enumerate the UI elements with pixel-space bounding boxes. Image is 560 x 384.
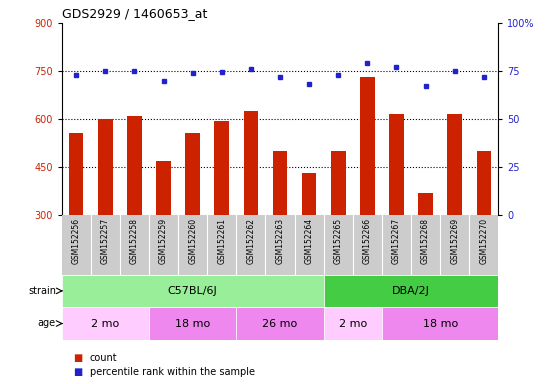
Text: GSM152266: GSM152266	[363, 218, 372, 264]
Text: C57BL/6J: C57BL/6J	[168, 286, 217, 296]
Text: GSM152265: GSM152265	[334, 218, 343, 264]
Text: count: count	[90, 353, 117, 363]
Text: 26 mo: 26 mo	[263, 318, 297, 329]
Bar	[62, 307, 149, 340]
Bar	[302, 174, 316, 215]
Text: strain: strain	[28, 286, 56, 296]
Text: percentile rank within the sample: percentile rank within the sample	[90, 367, 255, 377]
Bar	[273, 151, 287, 215]
Bar	[214, 121, 229, 215]
Text: GSM152259: GSM152259	[159, 218, 168, 264]
Bar	[418, 193, 433, 215]
Text: 18 mo: 18 mo	[175, 318, 210, 329]
Bar	[69, 134, 83, 215]
Bar	[324, 275, 498, 307]
Text: GSM152256: GSM152256	[72, 218, 81, 264]
Text: 2 mo: 2 mo	[339, 318, 367, 329]
Bar	[360, 78, 375, 215]
Text: GSM152270: GSM152270	[479, 218, 488, 264]
Bar	[447, 114, 462, 215]
Text: GSM152268: GSM152268	[421, 218, 430, 264]
Text: GDS2929 / 1460653_at: GDS2929 / 1460653_at	[62, 7, 207, 20]
Text: GSM152257: GSM152257	[101, 218, 110, 264]
Bar	[477, 151, 491, 215]
Text: DBA/2J: DBA/2J	[392, 286, 430, 296]
Bar	[149, 307, 236, 340]
Bar	[382, 307, 498, 340]
Text: GSM152267: GSM152267	[392, 218, 401, 264]
Bar	[331, 151, 346, 215]
Text: ■: ■	[73, 367, 82, 377]
Text: GSM152258: GSM152258	[130, 218, 139, 264]
Bar	[98, 119, 113, 215]
Bar	[127, 116, 142, 215]
Text: GSM152262: GSM152262	[246, 218, 255, 264]
Bar	[62, 275, 324, 307]
Text: GSM152261: GSM152261	[217, 218, 226, 264]
Text: GSM152263: GSM152263	[276, 218, 284, 264]
Text: GSM152260: GSM152260	[188, 218, 197, 264]
Text: 18 mo: 18 mo	[423, 318, 458, 329]
Bar	[244, 111, 258, 215]
Text: 2 mo: 2 mo	[91, 318, 119, 329]
Text: GSM152264: GSM152264	[305, 218, 314, 264]
Bar	[389, 114, 404, 215]
Text: ■: ■	[73, 353, 82, 363]
Bar	[324, 307, 382, 340]
Text: GSM152269: GSM152269	[450, 218, 459, 264]
Text: age: age	[38, 318, 56, 328]
Bar	[236, 307, 324, 340]
Bar	[185, 134, 200, 215]
Bar	[156, 161, 171, 215]
